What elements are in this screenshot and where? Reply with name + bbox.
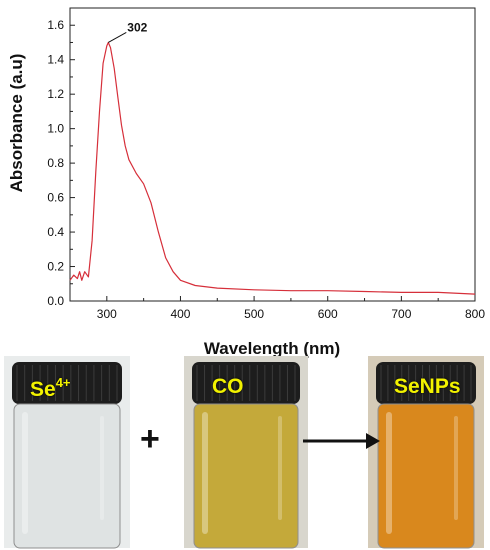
peak-leader-line — [108, 32, 127, 43]
glass-highlight — [22, 412, 28, 534]
vial-cap — [12, 362, 122, 404]
reaction-arrow — [303, 433, 380, 449]
plus-sign: + — [140, 420, 160, 458]
y-tick-label: 0.0 — [47, 294, 64, 308]
vial-senps — [368, 356, 484, 549]
y-tick-label: 0.2 — [47, 260, 64, 274]
series-layer — [69, 41, 476, 295]
y-axis-label: Absorbance (a.u) — [7, 54, 26, 193]
peak-label: 302 — [127, 20, 147, 34]
y-axis: 0.0 0.2 0.4 0.6 0.8 1.0 1.2 1.4 1.6 — [47, 18, 75, 308]
y-tick-label: 1.4 — [47, 53, 64, 67]
vial-cap — [376, 362, 476, 404]
vial-body — [193, 403, 299, 549]
x-tick-label: 400 — [170, 307, 190, 321]
glass-highlight — [202, 412, 208, 534]
vial-label-co: CO — [212, 376, 244, 397]
annotation-layer: 302 — [108, 20, 148, 43]
glass-highlight — [100, 416, 104, 520]
absorbance-series-line — [69, 41, 476, 295]
glass-highlight — [386, 412, 392, 534]
plot-area — [69, 7, 476, 302]
y-tick-label: 1.2 — [47, 87, 64, 101]
x-tick-label: 300 — [97, 307, 117, 321]
vial-body — [13, 403, 121, 549]
glass-highlight — [454, 416, 458, 520]
y-tick-label: 1.0 — [47, 122, 64, 136]
x-axis-label: Wavelength (nm) — [204, 339, 340, 358]
x-axis: 300 400 500 600 700 800 — [69, 296, 485, 321]
x-tick-label: 500 — [244, 307, 264, 321]
y-tick-label: 0.6 — [47, 191, 64, 205]
vial-co — [184, 356, 308, 549]
vial-cap — [192, 362, 300, 404]
y-tick-label: 0.8 — [47, 156, 64, 170]
vial-label-se4plus-charge: 4+ — [55, 375, 71, 390]
vial-body — [377, 403, 475, 549]
y-tick-label: 0.4 — [47, 225, 64, 239]
x-tick-label: 700 — [391, 307, 411, 321]
vial-label-senps: SeNPs — [394, 376, 461, 397]
x-tick-label: 800 — [465, 307, 485, 321]
vial-label-senps-text: SeNPs — [394, 375, 461, 398]
glass-highlight — [278, 416, 282, 520]
vial-label-co-text: CO — [212, 375, 244, 398]
vial-label-se4plus-text: Se — [30, 378, 56, 401]
vial-se4plus — [4, 356, 130, 549]
vial-label-se4plus: Se4+ — [30, 376, 71, 400]
y-tick-label: 1.6 — [47, 18, 64, 32]
plot-frame — [69, 7, 476, 302]
x-tick-label: 600 — [318, 307, 338, 321]
